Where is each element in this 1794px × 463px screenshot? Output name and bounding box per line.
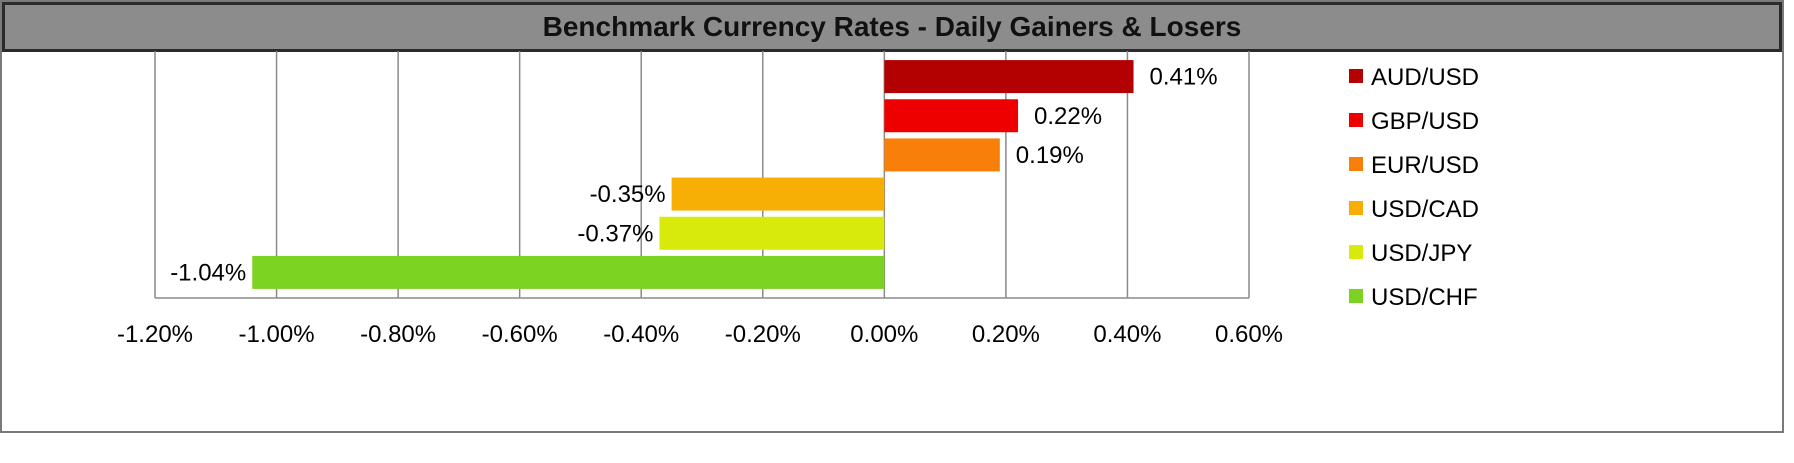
x-tick-label: -0.80% bbox=[360, 321, 436, 348]
legend-swatch bbox=[1349, 289, 1363, 303]
data-label: 0.22% bbox=[1034, 103, 1102, 130]
x-tick-label: -0.20% bbox=[725, 321, 801, 348]
x-tick-label: -1.00% bbox=[239, 321, 315, 348]
legend-label: USD/CAD bbox=[1371, 196, 1479, 223]
bar bbox=[884, 99, 1019, 133]
legend-label: USD/JPY bbox=[1371, 240, 1472, 267]
x-tick-label: 0.20% bbox=[972, 321, 1040, 348]
legend-label: EUR/USD bbox=[1371, 152, 1479, 179]
x-tick-label: 0.40% bbox=[1093, 321, 1161, 348]
bar bbox=[671, 177, 885, 211]
data-label: -0.37% bbox=[577, 220, 653, 247]
legend-swatch bbox=[1349, 201, 1363, 215]
x-tick-label: -0.60% bbox=[482, 321, 558, 348]
legend-swatch bbox=[1349, 245, 1363, 259]
bar bbox=[252, 255, 885, 289]
data-label: -1.04% bbox=[170, 259, 246, 286]
chart-title: Benchmark Currency Rates - Daily Gainers… bbox=[542, 11, 1242, 42]
bar bbox=[884, 138, 1000, 172]
x-tick-label: -0.40% bbox=[603, 321, 679, 348]
bar bbox=[884, 60, 1134, 94]
x-tick-label: 0.00% bbox=[850, 321, 918, 348]
data-label: 0.41% bbox=[1150, 64, 1218, 91]
x-tick-label: 0.60% bbox=[1215, 321, 1283, 348]
legend-swatch bbox=[1349, 157, 1363, 171]
data-label: 0.19% bbox=[1016, 142, 1084, 169]
legend-label: AUD/USD bbox=[1371, 64, 1479, 91]
data-label: -0.35% bbox=[590, 181, 666, 208]
legend-swatch bbox=[1349, 69, 1363, 83]
bar bbox=[659, 216, 885, 250]
legend-swatch bbox=[1349, 113, 1363, 127]
legend-label: USD/CHF bbox=[1371, 284, 1478, 311]
chart-title-bar: Benchmark Currency Rates - Daily Gainers… bbox=[2, 2, 1782, 52]
x-tick-label: -1.20% bbox=[117, 321, 193, 348]
legend-label: GBP/USD bbox=[1371, 108, 1479, 135]
